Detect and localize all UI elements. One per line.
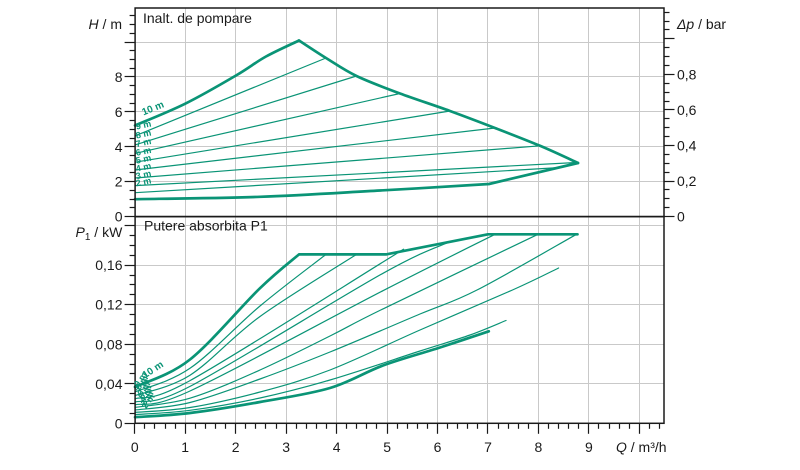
svg-text:8: 8 (115, 69, 123, 85)
svg-text:3 m: 3 m (135, 168, 152, 181)
svg-text:0,2: 0,2 (677, 173, 697, 189)
svg-text:0,8: 0,8 (677, 66, 697, 82)
svg-text:8: 8 (535, 439, 543, 455)
svg-text:Q / m³/h: Q / m³/h (616, 439, 667, 455)
svg-text:9 m: 9 m (135, 119, 152, 132)
svg-text:6: 6 (434, 439, 442, 455)
svg-text:4 m: 4 m (135, 161, 152, 174)
svg-text:0,12: 0,12 (95, 297, 122, 313)
svg-text:Δp / bar: Δp / bar (676, 16, 726, 32)
svg-text:0: 0 (677, 209, 685, 225)
svg-text:0: 0 (115, 209, 123, 225)
svg-text:0,08: 0,08 (95, 336, 122, 352)
svg-text:7 m: 7 m (135, 136, 152, 149)
svg-text:8 m: 8 m (135, 128, 152, 141)
svg-text:2: 2 (232, 439, 240, 455)
svg-text:0,4: 0,4 (677, 138, 697, 154)
svg-text:2: 2 (115, 174, 123, 190)
svg-text:0,6: 0,6 (677, 102, 697, 118)
svg-text:H / m: H / m (89, 16, 122, 32)
svg-text:6 m: 6 m (135, 145, 152, 158)
svg-text:Inalt. de pompare: Inalt. de pompare (143, 10, 252, 26)
svg-text:7: 7 (484, 439, 492, 455)
svg-text:3: 3 (282, 439, 290, 455)
svg-text:9: 9 (585, 439, 593, 455)
svg-text:5: 5 (383, 439, 391, 455)
svg-text:0,04: 0,04 (95, 376, 122, 392)
svg-text:4: 4 (333, 439, 341, 455)
svg-text:P1 / kW: P1 / kW (76, 224, 124, 243)
svg-text:4: 4 (115, 139, 123, 155)
svg-text:5 m: 5 m (135, 153, 152, 166)
svg-text:1: 1 (181, 439, 189, 455)
svg-text:0: 0 (131, 439, 139, 455)
svg-text:0: 0 (115, 415, 123, 431)
svg-text:2 m: 2 m (135, 175, 152, 188)
svg-text:0,16: 0,16 (95, 257, 122, 273)
svg-text:6: 6 (115, 104, 123, 120)
svg-text:Putere absorbita P1: Putere absorbita P1 (144, 218, 268, 234)
